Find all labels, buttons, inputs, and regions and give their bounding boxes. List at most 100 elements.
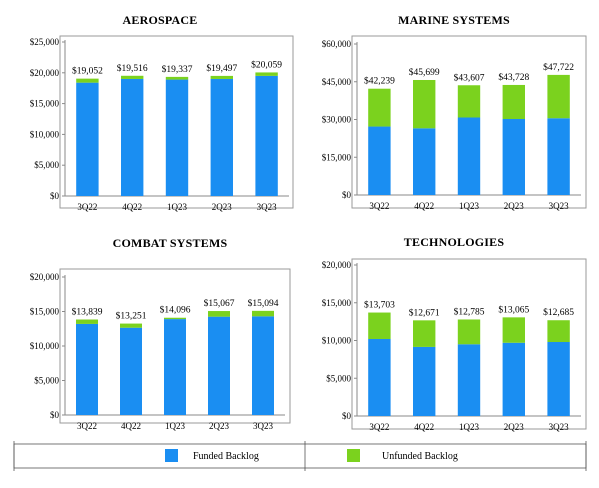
combat-bar-unfunded: [252, 310, 274, 317]
combat-bar-unfunded: [208, 311, 230, 317]
marine-category-label: 4Q22: [414, 201, 434, 211]
combat-bar-funded: [120, 327, 142, 415]
technologies-bar-unfunded: [502, 317, 525, 343]
technologies-bar-funded: [368, 338, 391, 416]
marine-category-label: 3Q23: [549, 201, 569, 211]
aerospace-y-tick-label: $5,000: [34, 160, 59, 170]
combat-category-label: 4Q22: [121, 421, 141, 431]
technologies-bar-funded: [502, 342, 525, 416]
combat-y-tick-label: $20,000: [30, 272, 60, 282]
aerospace-total-label: $19,337: [162, 64, 193, 75]
panel-frame-aerospace: [59, 35, 294, 209]
combat-bar-unfunded: [164, 317, 186, 320]
marine-total-label: $42,239: [364, 76, 395, 87]
aerospace-bar-funded: [165, 79, 189, 196]
technologies-y-tick-label: $20,000: [322, 260, 352, 270]
combat-total-label: $15,067: [204, 298, 235, 309]
aerospace-total-label: $20,059: [251, 59, 282, 70]
technologies-bar-funded: [413, 346, 436, 416]
marine-y-tick-label: $15,000: [322, 152, 352, 162]
marine-y-tick-label: $45,000: [322, 77, 352, 87]
marine-category-label: 3Q22: [369, 201, 389, 211]
aerospace-category-label: 3Q22: [77, 202, 97, 212]
aerospace-bar-unfunded: [210, 75, 233, 79]
legend: Funded Backlog Unfunded Backlog: [13, 441, 587, 471]
technologies-bar-unfunded: [368, 312, 391, 339]
marine-bar-unfunded: [413, 79, 436, 129]
marine-bar-funded: [368, 126, 391, 195]
combat-bar-unfunded: [120, 323, 142, 328]
combat-bar-funded: [252, 316, 274, 415]
technologies-total-label: $12,671: [409, 307, 440, 318]
marine-bar-unfunded: [457, 85, 481, 118]
marine-total-label: $43,607: [454, 72, 485, 83]
combat-y-tick-label: $5,000: [34, 376, 59, 386]
aerospace-y-tick-label: $20,000: [30, 68, 60, 78]
marine-total-label: $45,699: [409, 67, 440, 78]
marine-bar-funded: [547, 118, 570, 195]
combat-total-label: $13,839: [72, 307, 103, 318]
aerospace-y-tick-label: $10,000: [30, 129, 60, 139]
technologies-total-label: $12,685: [543, 307, 574, 318]
marine-bar-funded: [457, 117, 481, 195]
aerospace-total-label: $19,052: [72, 66, 103, 77]
panel-frame-combat: [59, 268, 291, 424]
combat-y-tick-label: $10,000: [30, 341, 60, 351]
technologies-bar-funded: [457, 344, 481, 416]
aerospace-category-label: 1Q23: [167, 202, 187, 212]
aerospace-bar-funded: [121, 78, 144, 196]
marine-category-label: 1Q23: [459, 201, 479, 211]
aerospace-category-label: 2Q23: [212, 202, 232, 212]
combat-category-label: 2Q23: [209, 421, 229, 431]
technologies-y-tick-label: $5,000: [326, 373, 351, 383]
legend-label-unfunded: Unfunded Backlog: [382, 451, 458, 462]
aerospace-category-label: 4Q22: [122, 202, 142, 212]
aerospace-y-tick-label: $15,000: [30, 99, 60, 109]
aerospace-bar-funded: [255, 75, 278, 196]
technologies-category-label: 3Q23: [549, 422, 569, 432]
marine-bar-funded: [413, 128, 436, 195]
combat-total-label: $14,096: [160, 305, 191, 316]
technologies-total-label: $13,065: [498, 304, 529, 315]
panel-frame-technologies: [351, 258, 587, 430]
aerospace-bar-unfunded: [121, 75, 144, 79]
technologies-bar-unfunded: [413, 320, 436, 347]
marine-total-label: $43,728: [498, 72, 529, 83]
chart-title-marine: MARINE SYSTEMS: [398, 13, 510, 27]
combat-bar-funded: [76, 323, 98, 415]
technologies-total-label: $13,703: [364, 300, 395, 311]
combat-y-tick-label: $0: [50, 410, 60, 420]
combat-category-label: 3Q22: [77, 421, 97, 431]
marine-bar-unfunded: [547, 74, 570, 119]
aerospace-category-label: 3Q23: [257, 202, 277, 212]
aerospace-y-tick-label: $25,000: [30, 37, 60, 47]
technologies-bar-unfunded: [547, 320, 570, 343]
technologies-y-tick-label: $0: [342, 411, 352, 421]
marine-y-tick-label: $0: [342, 190, 352, 200]
combat-bar-funded: [164, 319, 186, 415]
marine-bar-funded: [502, 118, 525, 195]
legend-swatch-funded: [165, 449, 178, 462]
marine-y-tick-label: $30,000: [322, 115, 352, 125]
combat-category-label: 1Q23: [165, 421, 185, 431]
chart-title-combat: COMBAT SYSTEMS: [113, 236, 228, 250]
technologies-category-label: 2Q23: [504, 422, 524, 432]
aerospace-bar-funded: [210, 78, 233, 196]
combat-bar-unfunded: [76, 319, 98, 324]
aerospace-total-label: $19,497: [206, 63, 237, 74]
aerospace-bar-funded: [76, 82, 99, 196]
chart-title-technologies: TECHNOLOGIES: [404, 235, 505, 249]
panel-frame-marine: [351, 35, 587, 209]
combat-bar-funded: [208, 316, 230, 415]
aerospace-bar-unfunded: [76, 78, 99, 83]
legend-label-funded: Funded Backlog: [193, 451, 259, 462]
technologies-category-label: 3Q22: [369, 422, 389, 432]
technologies-total-label: $12,785: [454, 306, 485, 317]
legend-frame: [13, 443, 587, 469]
marine-y-tick-label: $60,000: [322, 39, 352, 49]
technologies-category-label: 1Q23: [459, 422, 479, 432]
aerospace-y-tick-label: $0: [50, 191, 60, 201]
combat-total-label: $13,251: [116, 311, 147, 322]
aerospace-bar-unfunded: [255, 72, 278, 76]
